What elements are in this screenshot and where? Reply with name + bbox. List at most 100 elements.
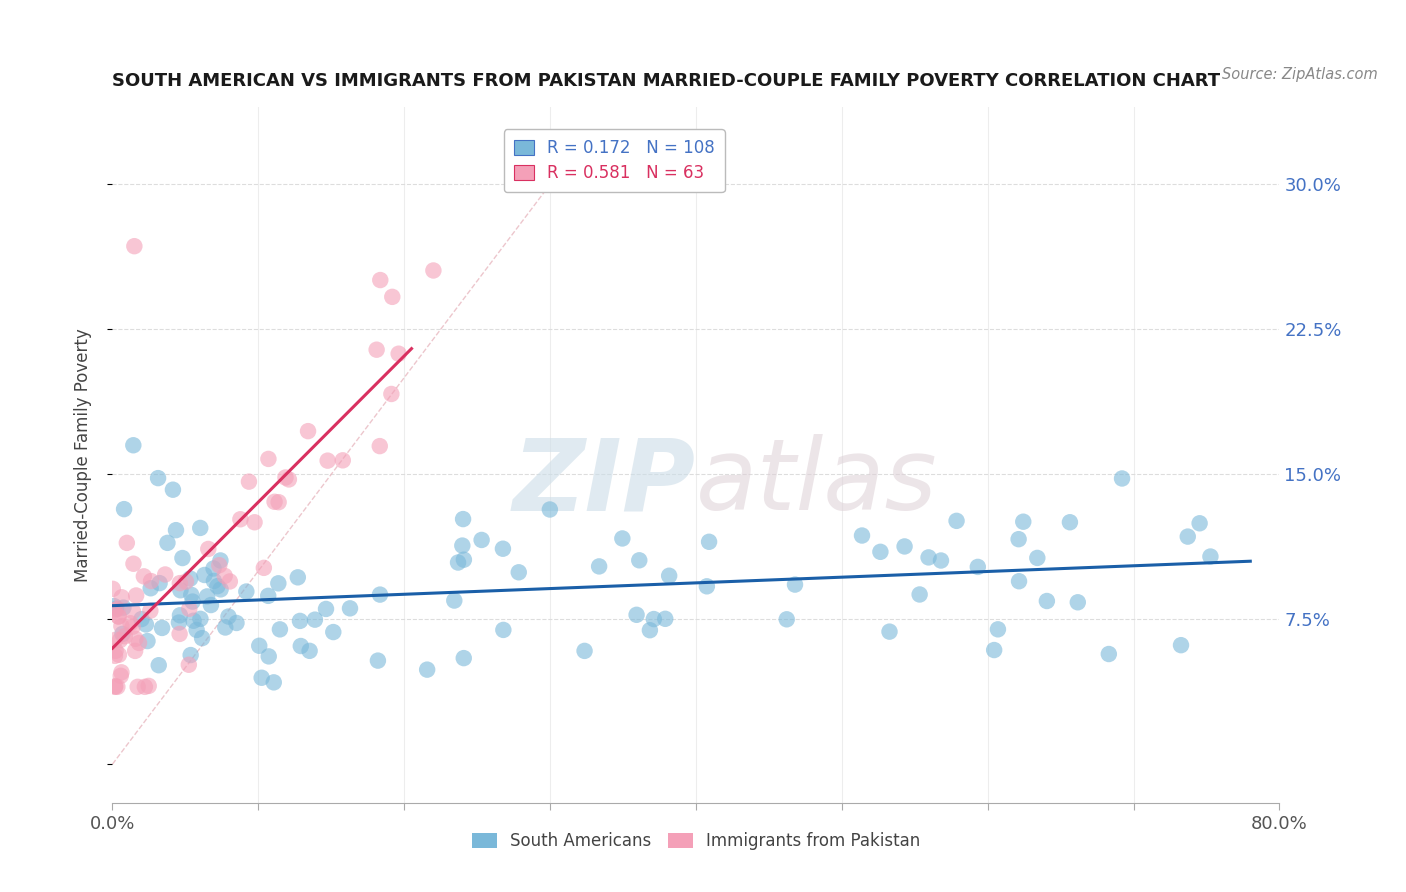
Point bbox=[134, 680, 156, 694]
Point bbox=[193, 568, 215, 582]
Legend: South Americans, Immigrants from Pakistan: South Americans, Immigrants from Pakista… bbox=[465, 826, 927, 857]
Point bbox=[139, 581, 162, 595]
Point bbox=[131, 612, 153, 626]
Y-axis label: Married-Couple Family Poverty: Married-Couple Family Poverty bbox=[73, 328, 91, 582]
Point bbox=[105, 680, 128, 694]
Point bbox=[174, 574, 197, 589]
Point bbox=[197, 541, 219, 556]
Point bbox=[101, 582, 124, 596]
Point bbox=[368, 273, 391, 287]
Point bbox=[110, 619, 132, 633]
Point bbox=[1008, 574, 1031, 589]
Point bbox=[139, 574, 162, 588]
Point bbox=[315, 602, 337, 616]
Point bbox=[127, 680, 149, 694]
Point bbox=[250, 671, 273, 685]
Point bbox=[508, 566, 530, 580]
Point bbox=[111, 627, 134, 641]
Point bbox=[114, 629, 136, 643]
Point bbox=[851, 528, 873, 542]
Point bbox=[274, 470, 297, 484]
Point bbox=[304, 613, 326, 627]
Point bbox=[288, 614, 311, 628]
Point bbox=[1007, 532, 1029, 546]
Point bbox=[628, 553, 651, 567]
Point bbox=[165, 523, 187, 537]
Point bbox=[148, 658, 170, 673]
Point bbox=[654, 612, 676, 626]
Point bbox=[247, 639, 270, 653]
Point bbox=[966, 560, 988, 574]
Point bbox=[209, 582, 232, 597]
Point bbox=[181, 594, 204, 608]
Point bbox=[107, 602, 129, 616]
Point bbox=[124, 239, 146, 253]
Point bbox=[135, 617, 157, 632]
Point bbox=[169, 583, 191, 598]
Point bbox=[243, 515, 266, 529]
Point bbox=[200, 598, 222, 612]
Point bbox=[104, 603, 127, 617]
Text: Source: ZipAtlas.com: Source: ZipAtlas.com bbox=[1222, 67, 1378, 82]
Text: ZIP: ZIP bbox=[513, 434, 696, 532]
Point bbox=[169, 576, 191, 591]
Point bbox=[416, 663, 439, 677]
Point bbox=[257, 589, 280, 603]
Point bbox=[214, 569, 236, 583]
Point bbox=[112, 600, 135, 615]
Point bbox=[121, 604, 143, 618]
Point bbox=[492, 623, 515, 637]
Point bbox=[339, 601, 361, 615]
Point bbox=[983, 643, 1005, 657]
Point bbox=[588, 559, 610, 574]
Point bbox=[869, 545, 891, 559]
Point bbox=[107, 609, 129, 624]
Point bbox=[214, 620, 236, 634]
Point bbox=[1199, 549, 1222, 564]
Point bbox=[1098, 647, 1121, 661]
Point bbox=[218, 574, 240, 589]
Point bbox=[108, 633, 131, 648]
Point bbox=[186, 623, 208, 637]
Point bbox=[180, 588, 202, 602]
Point bbox=[322, 625, 344, 640]
Point bbox=[105, 601, 128, 615]
Point bbox=[124, 644, 146, 658]
Point bbox=[190, 612, 212, 626]
Point bbox=[917, 550, 939, 565]
Point bbox=[987, 623, 1010, 637]
Point bbox=[150, 621, 173, 635]
Point bbox=[451, 539, 474, 553]
Point bbox=[1012, 515, 1035, 529]
Point bbox=[253, 561, 276, 575]
Point bbox=[626, 607, 648, 622]
Point bbox=[945, 514, 967, 528]
Point bbox=[381, 290, 404, 304]
Point bbox=[269, 623, 291, 637]
Point bbox=[1059, 515, 1081, 529]
Point bbox=[290, 639, 312, 653]
Point bbox=[180, 648, 202, 662]
Point bbox=[104, 680, 127, 694]
Point bbox=[697, 534, 720, 549]
Point bbox=[776, 612, 799, 626]
Point bbox=[422, 263, 444, 277]
Point bbox=[1036, 594, 1059, 608]
Point bbox=[1188, 516, 1211, 531]
Point bbox=[643, 612, 665, 626]
Point bbox=[658, 568, 681, 582]
Point bbox=[225, 615, 247, 630]
Point bbox=[316, 453, 339, 467]
Point bbox=[179, 601, 201, 615]
Text: atlas: atlas bbox=[696, 434, 938, 532]
Point bbox=[202, 574, 225, 588]
Point bbox=[110, 665, 132, 680]
Point bbox=[696, 579, 718, 593]
Text: SOUTH AMERICAN VS IMMIGRANTS FROM PAKISTAN MARRIED-COUPLE FAMILY POVERTY CORRELA: SOUTH AMERICAN VS IMMIGRANTS FROM PAKIST… bbox=[112, 72, 1220, 90]
Point bbox=[298, 644, 321, 658]
Point bbox=[783, 577, 806, 591]
Point bbox=[122, 557, 145, 571]
Point bbox=[156, 536, 179, 550]
Point bbox=[380, 387, 402, 401]
Point bbox=[207, 579, 229, 593]
